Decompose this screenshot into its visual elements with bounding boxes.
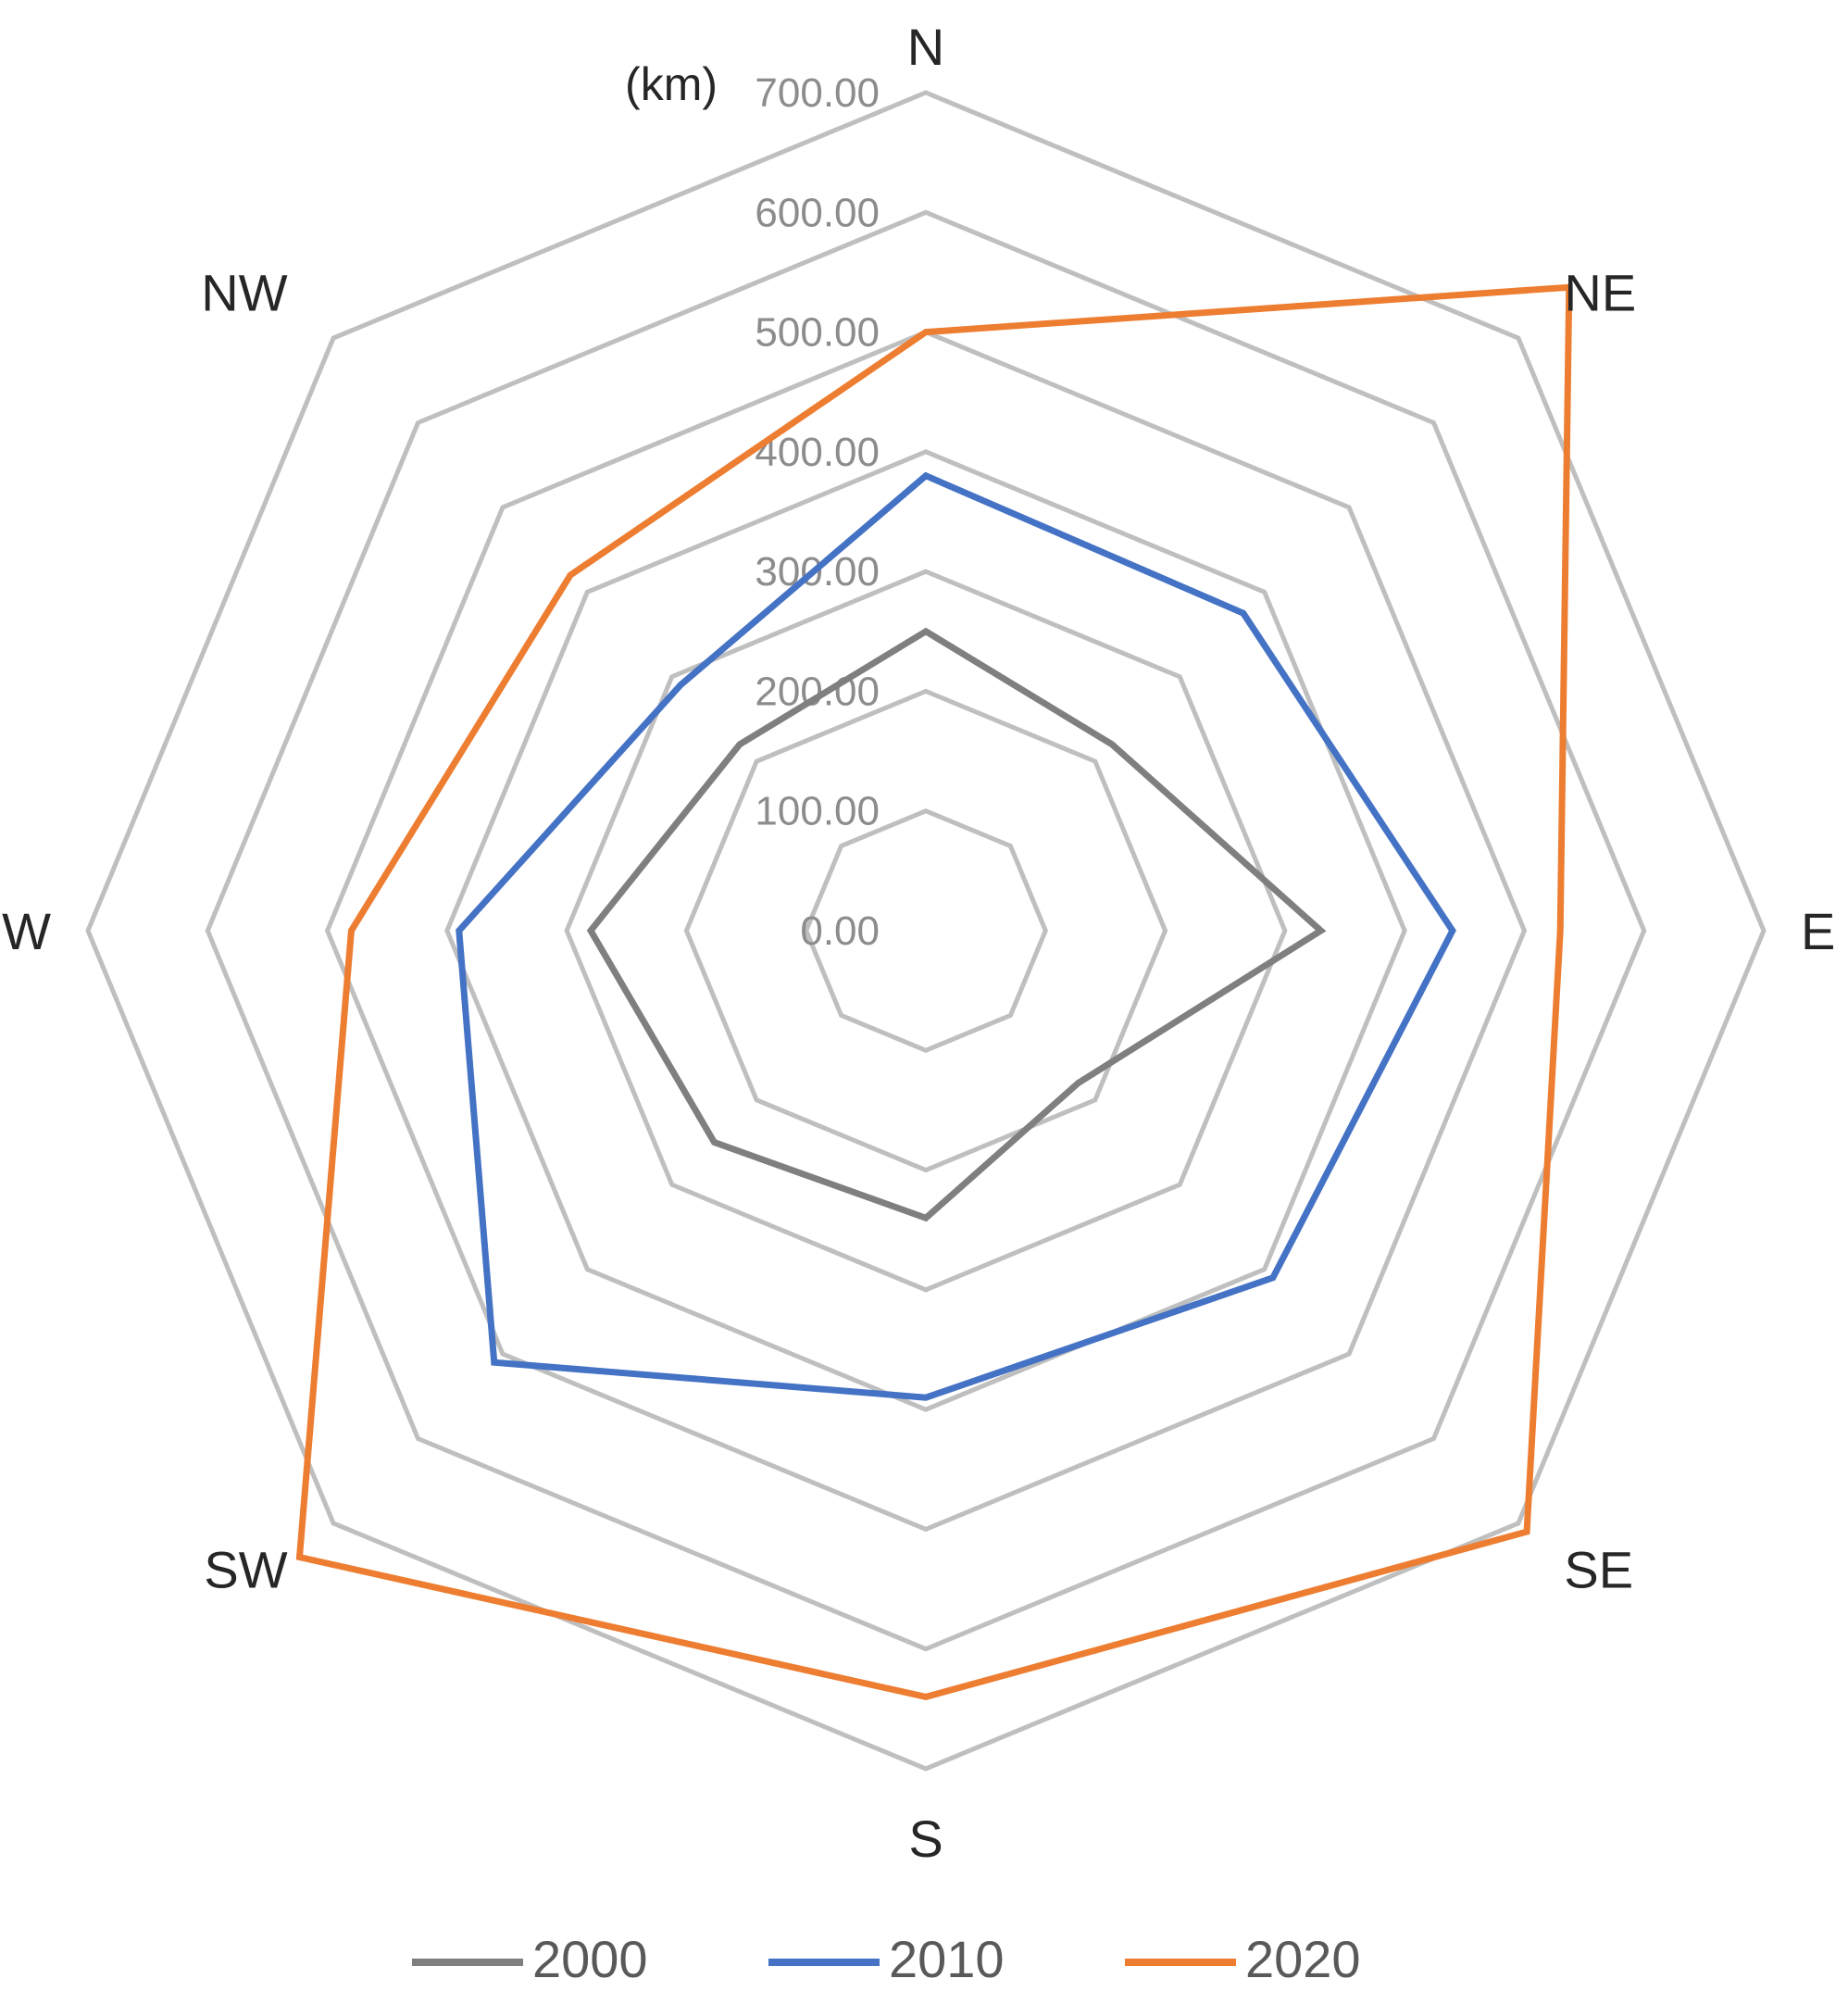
series-line-2000 [586, 627, 1327, 1222]
series-layer [295, 283, 1573, 1701]
axis-label-n: N [907, 18, 944, 76]
legend: 2000 2010 2020 [412, 1930, 1361, 1988]
grid-ring-600.00 [205, 209, 1647, 1652]
axis-label-se: SE [1564, 1540, 1633, 1598]
legend-item-2000: 2000 [412, 1930, 648, 1988]
grid-ring-400.00 [444, 449, 1407, 1412]
axis-label-w: W [2, 902, 51, 960]
tick-label: 200.00 [755, 669, 880, 714]
axis-label-layer: N NE E SE S SW W NW [2, 18, 1835, 1868]
legend-item-2010: 2010 [768, 1930, 1005, 1988]
legend-label-2020: 2020 [1245, 1930, 1361, 1988]
series-line-2020 [295, 283, 1573, 1701]
tick-label: 600.00 [755, 190, 880, 235]
tick-label-layer: 0.00100.00200.00300.00400.00500.00600.00… [755, 70, 880, 954]
grid-ring-200.00 [683, 688, 1168, 1173]
legend-label-2010: 2010 [889, 1930, 1005, 1988]
grid-ring-700.00 [85, 90, 1767, 1772]
grid-ring-500.00 [324, 329, 1528, 1533]
tick-label: 100.00 [755, 789, 880, 834]
axis-label-nw: NW [201, 264, 287, 322]
legend-label-2000: 2000 [532, 1930, 648, 1988]
series-line-2010 [456, 471, 1456, 1401]
axis-label-e: E [1801, 902, 1835, 960]
grid-ring-100.00 [804, 808, 1048, 1053]
axis-label-s: S [908, 1809, 943, 1868]
grid-ring-300.00 [564, 569, 1288, 1293]
unit-label: (km) [625, 58, 718, 110]
tick-label: 500.00 [755, 310, 880, 356]
axis-label-ne: NE [1564, 264, 1636, 322]
tick-label: 700.00 [755, 70, 880, 116]
grid-layer [85, 90, 1767, 1772]
legend-item-2020: 2020 [1125, 1930, 1361, 1988]
tick-label: 0.00 [800, 908, 880, 954]
axis-label-sw: SW [204, 1540, 287, 1598]
